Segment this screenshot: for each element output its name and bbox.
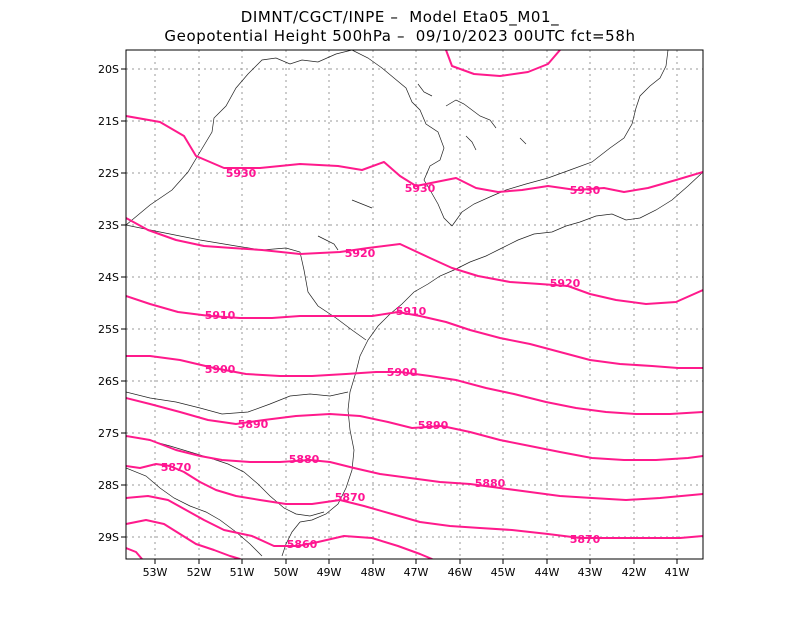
lon-label: 45W — [491, 566, 516, 579]
contour-5910 — [126, 295, 703, 369]
coastline-and-borders — [126, 50, 703, 557]
contour-label: 5930 — [226, 167, 257, 180]
contour-5890 — [126, 397, 703, 461]
lon-label: 52W — [187, 566, 212, 579]
contours — [126, 50, 703, 559]
contour-label: 5910 — [205, 309, 236, 322]
lon-label: 48W — [361, 566, 386, 579]
border-argentina-rs — [126, 467, 263, 557]
lon-label: 46W — [448, 566, 473, 579]
contour-label: 5880 — [289, 453, 320, 466]
contour-label: 5860 — [287, 538, 318, 551]
contour-5900 — [126, 355, 703, 415]
contour-5940-upper — [445, 50, 561, 77]
lat-label: 26S — [98, 375, 119, 388]
map-frame — [125, 49, 704, 560]
lat-label: 29S — [98, 531, 119, 544]
contour-label: 5890 — [238, 418, 269, 431]
contour-5930 — [126, 115, 703, 193]
contour-labels: 5930 5930 5930 5920 5920 5910 5910 5900 … — [161, 167, 601, 551]
contour-label: 5870 — [161, 461, 192, 474]
contour-label: 5910 — [396, 305, 427, 318]
contour-label: 5920 — [550, 277, 581, 290]
state-border-mg-rj — [451, 50, 669, 227]
title-line-2: Geopotential Height 500hPa – 09/10/2023 … — [164, 27, 636, 45]
state-border-sp-mg — [351, 50, 453, 227]
contour-label: 5870 — [570, 533, 601, 546]
contour-label: 5890 — [418, 419, 449, 432]
state-border-sc-rs — [126, 435, 325, 517]
state-border-ms-pr — [126, 224, 367, 341]
contour-label: 5920 — [345, 247, 376, 260]
lon-label: 43W — [578, 566, 603, 579]
state-border-ms-sp — [126, 50, 353, 226]
lat-label: 24S — [98, 271, 119, 284]
state-border-pr-sc — [126, 391, 349, 415]
lat-label: 27S — [98, 427, 119, 440]
contour-5870-lower — [126, 495, 433, 559]
contour-label: 5870 — [335, 491, 366, 504]
contour-5880 — [126, 435, 703, 501]
lon-label: 41W — [665, 566, 690, 579]
grid — [126, 50, 703, 559]
lat-label: 25S — [98, 323, 119, 336]
lagoon-coast-rs — [281, 521, 301, 557]
lat-label: 20S — [98, 63, 119, 76]
contour-label: 5900 — [387, 366, 418, 379]
contour-5850-corner — [126, 547, 143, 559]
lake-itaipu — [317, 199, 373, 251]
coastline-sp-rj — [299, 171, 703, 523]
longitude-labels: 53W 52W 51W 50W 49W 48W 47W 46W 45W 44W … — [143, 566, 690, 579]
contour-5860 — [126, 519, 241, 559]
latitude-labels: 20S 21S 22S 23S 24S 25S 26S 27S 28S 29S — [98, 63, 119, 544]
contour-label: 5900 — [205, 363, 236, 376]
lat-label: 23S — [98, 219, 119, 232]
contour-5920 — [126, 217, 703, 305]
contour-5870 — [126, 463, 703, 539]
reservoir-lakes — [417, 83, 527, 151]
contour-label: 5880 — [475, 477, 506, 490]
lat-label: 22S — [98, 167, 119, 180]
lon-label: 50W — [274, 566, 299, 579]
lon-label: 47W — [404, 566, 429, 579]
contour-label: 5930 — [570, 184, 601, 197]
lon-label: 53W — [143, 566, 168, 579]
lat-label: 28S — [98, 479, 119, 492]
lon-label: 42W — [622, 566, 647, 579]
lon-label: 44W — [535, 566, 560, 579]
lon-label: 49W — [317, 566, 342, 579]
lon-label: 51W — [230, 566, 255, 579]
lat-label: 21S — [98, 115, 119, 128]
title-line-1: DIMNT/CGCT/INPE – Model Eta05_M01_ — [240, 8, 560, 26]
contour-label: 5930 — [405, 182, 436, 195]
axis-ticks — [121, 68, 678, 564]
